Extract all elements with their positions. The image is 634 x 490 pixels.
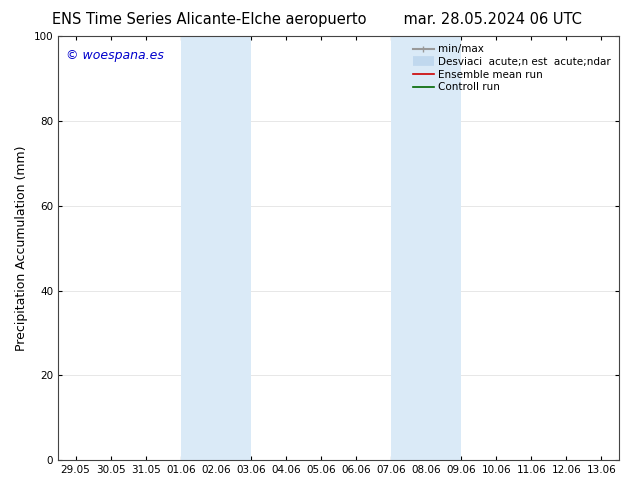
Y-axis label: Precipitation Accumulation (mm): Precipitation Accumulation (mm) <box>15 146 28 351</box>
Legend: min/max, Desviaci  acute;n est  acute;ndar, Ensemble mean run, Controll run: min/max, Desviaci acute;n est acute;ndar… <box>410 41 614 96</box>
Text: © woespana.es: © woespana.es <box>67 49 164 62</box>
Text: ENS Time Series Alicante-Elche aeropuerto        mar. 28.05.2024 06 UTC: ENS Time Series Alicante-Elche aeropuert… <box>52 12 582 27</box>
Bar <box>391 36 461 460</box>
Bar <box>181 36 251 460</box>
